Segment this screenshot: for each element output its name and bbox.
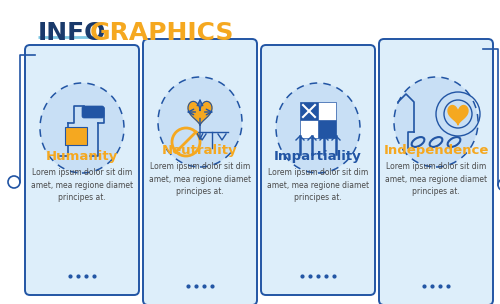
Bar [300, 102, 318, 120]
Bar [318, 102, 336, 120]
FancyBboxPatch shape [143, 39, 257, 304]
Text: GRAPHICS: GRAPHICS [90, 21, 234, 45]
FancyBboxPatch shape [379, 39, 493, 304]
Text: Impartiality: Impartiality [274, 150, 362, 163]
FancyBboxPatch shape [65, 127, 87, 145]
Ellipse shape [40, 83, 124, 173]
Ellipse shape [158, 77, 242, 167]
FancyBboxPatch shape [261, 45, 375, 295]
Text: Lorem ipsum dolor sit dim
amet, mea regione diamet
principes at.: Lorem ipsum dolor sit dim amet, mea regi… [149, 162, 251, 196]
Text: Independence: Independence [384, 144, 488, 157]
Text: Lorem ipsum dolor sit dim
amet, mea regione diamet
principes at.: Lorem ipsum dolor sit dim amet, mea regi… [267, 168, 369, 202]
Ellipse shape [276, 83, 360, 173]
Polygon shape [188, 101, 212, 126]
FancyBboxPatch shape [25, 45, 139, 295]
Bar [300, 120, 318, 138]
Ellipse shape [394, 77, 478, 167]
Text: Lorem ipsum dolor sit dim
amet, mea regione diamet
principes at.: Lorem ipsum dolor sit dim amet, mea regi… [385, 162, 487, 196]
FancyBboxPatch shape [82, 106, 104, 118]
Text: Lorem ipsum dolor sit dim
amet, mea regione diamet
principes at.: Lorem ipsum dolor sit dim amet, mea regi… [31, 168, 133, 202]
Text: Humanity: Humanity [46, 150, 118, 163]
Text: Neutrality: Neutrality [162, 144, 238, 157]
Bar [318, 120, 336, 138]
Polygon shape [448, 105, 468, 125]
Text: INFO: INFO [38, 21, 106, 45]
